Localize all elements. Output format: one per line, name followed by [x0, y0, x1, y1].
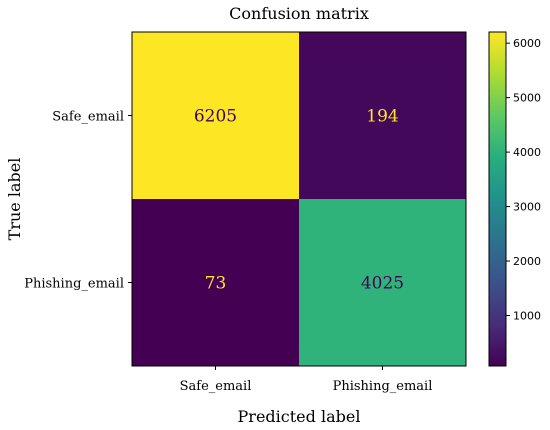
colorbar-tick-label: 2000: [513, 255, 541, 268]
colorbar: [488, 31, 507, 367]
cell-value-label: 6205: [194, 107, 237, 127]
y-tick-label: Safe_email: [52, 110, 124, 125]
cell-value-label: 73: [205, 274, 227, 294]
heatmap-cell-0-1: [299, 32, 466, 199]
heatmap-cell-1-1: [299, 199, 466, 366]
y-tick-label: Phishing_email: [24, 277, 124, 292]
plot-frame: [131, 31, 467, 367]
y-axis-ticks: Safe_email Phishing_email: [24, 110, 132, 292]
cell-value-label: 194: [366, 107, 398, 127]
x-axis-label: Predicted label: [238, 407, 361, 426]
x-axis-ticks: Safe_email Phishing_email: [180, 366, 433, 394]
heatmap-cells: [132, 32, 466, 366]
heatmap-cell-1-0: [132, 199, 299, 366]
colorbar-tick-label: 1000: [513, 310, 541, 323]
x-tick-label: Safe_email: [180, 379, 252, 394]
colorbar-ticks: 1000 2000 3000 4000 5000 6000: [506, 37, 541, 323]
y-axis-label: True label: [5, 158, 24, 241]
x-tick-label: Phishing_email: [333, 379, 433, 394]
cell-value-labels: 6205 194 73 4025: [194, 107, 404, 294]
colorbar-tick-label: 3000: [513, 201, 541, 214]
colorbar-tick-label: 6000: [513, 37, 541, 50]
heatmap-cell-0-0: [132, 32, 299, 199]
colorbar-tick-label: 4000: [513, 146, 541, 159]
chart-title: Confusion matrix: [229, 4, 369, 23]
colorbar-tick-label: 5000: [513, 92, 541, 105]
cell-value-label: 4025: [361, 274, 404, 294]
